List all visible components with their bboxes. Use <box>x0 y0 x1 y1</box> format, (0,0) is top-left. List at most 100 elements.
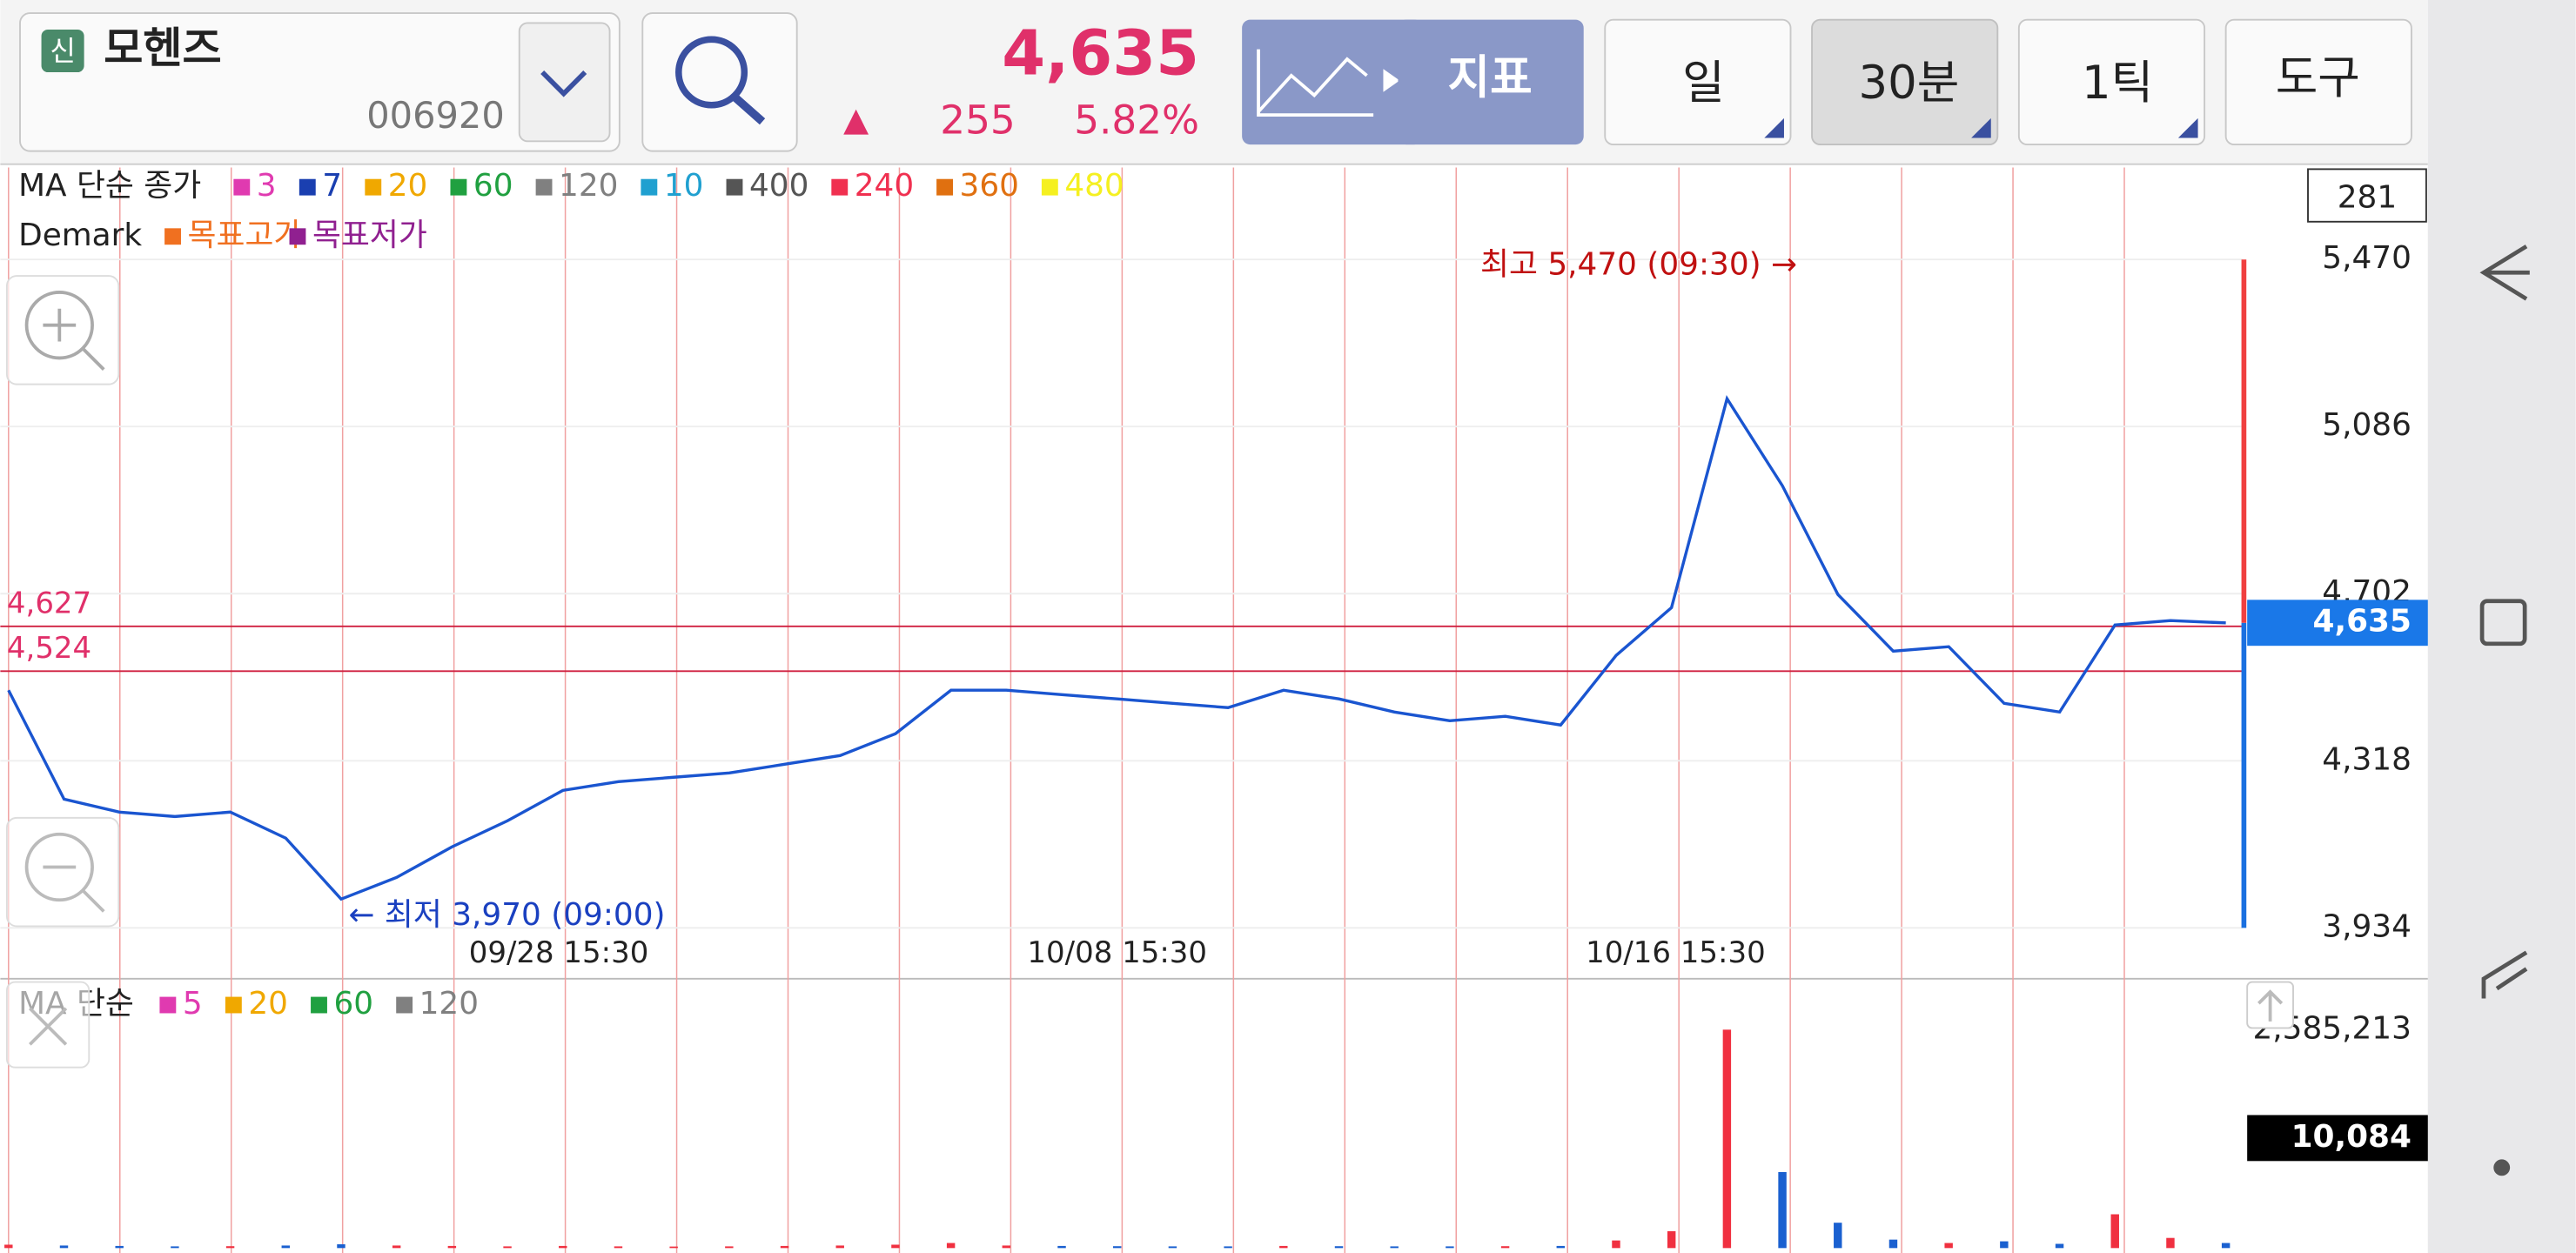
indicator-button[interactable] <box>1398 19 1584 145</box>
tick-label: 1틱 <box>2082 57 2153 110</box>
legend-item: 10 <box>664 168 704 204</box>
legend-item: 20 <box>248 986 288 1022</box>
legend-item: 3 <box>257 168 277 204</box>
expand-icon <box>2257 989 2284 1022</box>
legend-swatch <box>831 178 849 196</box>
legend-item: 60 <box>333 986 373 1022</box>
chart-type-icon <box>1257 57 1368 113</box>
legend-item: 240 <box>855 168 914 204</box>
volume-bar <box>835 1245 844 1249</box>
nav-bar <box>2427 0 2576 1253</box>
tick-button[interactable] <box>2017 18 2206 146</box>
volume-bar <box>669 1246 678 1249</box>
volume-bar <box>1834 1223 1842 1249</box>
legend-item: 480 <box>1064 168 1124 204</box>
chart-type-axis <box>1257 49 1374 117</box>
volume-bar <box>1722 1029 1732 1249</box>
volume-current-tag <box>2247 1115 2428 1162</box>
volume-bar <box>1390 1246 1399 1249</box>
tools-label: 도구 <box>2276 51 2360 104</box>
minute-button[interactable] <box>1811 18 1999 146</box>
volume-bar <box>337 1243 345 1249</box>
price: 4,635 <box>1002 17 1199 90</box>
volume-bar <box>503 1246 512 1249</box>
volume-bar <box>946 1243 956 1249</box>
volume-bar <box>2055 1243 2064 1249</box>
legend-swatch <box>225 996 242 1014</box>
badge: 신 <box>50 34 76 67</box>
volume-bar <box>1667 1230 1676 1249</box>
count-label: 281 <box>2338 179 2397 215</box>
zoom-out-icon <box>24 832 94 902</box>
legend-swatch <box>299 178 316 196</box>
legend-swatch <box>535 178 553 196</box>
dropdown-icon <box>540 70 587 97</box>
volume-bar <box>2221 1243 2231 1249</box>
volume-bar <box>2000 1241 2009 1249</box>
chart-type-button[interactable] <box>1242 19 1423 145</box>
volume-bar <box>392 1245 401 1249</box>
count-box <box>2307 168 2427 223</box>
y-tick-label: 5,086 <box>2322 407 2412 443</box>
x-tick-label: 09/28 15:30 <box>469 935 649 970</box>
search-icon <box>675 36 748 109</box>
level-label: 4,524 <box>7 631 91 666</box>
zoom-in-icon <box>43 308 105 371</box>
legend-item: 20 <box>388 168 428 204</box>
volume-bar <box>225 1246 235 1249</box>
nav-recent[interactable] <box>2481 950 2528 999</box>
volume-bar <box>4 1244 13 1249</box>
legend-swatch <box>726 178 743 196</box>
minute-label: 30분 <box>1858 57 1959 110</box>
nav-home[interactable] <box>2479 599 2527 647</box>
dropdown-button[interactable] <box>518 22 611 143</box>
legend-item: 60 <box>473 168 513 204</box>
high-note: 최고 5,470 (09:30) → <box>1480 247 1797 283</box>
legend-item: 360 <box>960 168 1019 204</box>
legend-swatch <box>159 996 177 1014</box>
low-note: ← 최저 3,970 (09:00) <box>348 897 665 933</box>
current-price-tag <box>2247 600 2428 647</box>
legend-swatch <box>641 178 658 196</box>
price-line <box>7 395 2226 901</box>
change-rate: 5.82% <box>1074 97 1199 144</box>
level-label: 4,627 <box>7 586 91 621</box>
legend-item: 120 <box>559 168 618 204</box>
volume-bar <box>1778 1171 1787 1249</box>
legend-swatch <box>233 178 251 196</box>
volume-current-label: 10,084 <box>2291 1119 2412 1155</box>
legend-title: Demark <box>18 218 142 253</box>
search-button[interactable] <box>641 12 798 152</box>
volume-bar <box>1612 1240 1620 1249</box>
volume-bar <box>1334 1246 1344 1249</box>
close-panel-icon <box>29 1007 68 1046</box>
volume-bar <box>1279 1245 1288 1249</box>
legend-swatch <box>1041 178 1058 196</box>
legend-swatch <box>936 178 953 196</box>
legend-item: 목표저가 <box>312 218 427 253</box>
stock-selector[interactable] <box>19 12 621 152</box>
tools-button[interactable] <box>2224 18 2412 146</box>
legend-item: 400 <box>749 168 808 204</box>
search-icon-handle <box>731 93 766 125</box>
volume-bar <box>2166 1237 2175 1249</box>
legend-item: 5 <box>183 986 203 1022</box>
stock-name: 모헨즈 <box>104 23 221 73</box>
volume-bar <box>1888 1239 1898 1249</box>
volume-bar <box>1113 1246 1122 1249</box>
nav-back[interactable] <box>2479 245 2530 301</box>
nav-dot[interactable] <box>2493 1159 2511 1176</box>
volume-bar <box>1168 1246 1177 1249</box>
y-tick-label: 5,470 <box>2322 240 2412 276</box>
volume-bar <box>1446 1246 1454 1249</box>
volume-bar <box>2110 1214 2119 1249</box>
volume-bar <box>1500 1246 1510 1249</box>
legend-swatch <box>311 996 327 1014</box>
day-button[interactable] <box>1604 18 1792 146</box>
zoom-in-icon <box>24 291 94 360</box>
volume-bar <box>1556 1245 1566 1249</box>
legend-swatch <box>289 228 306 245</box>
volume-bar <box>447 1245 457 1249</box>
